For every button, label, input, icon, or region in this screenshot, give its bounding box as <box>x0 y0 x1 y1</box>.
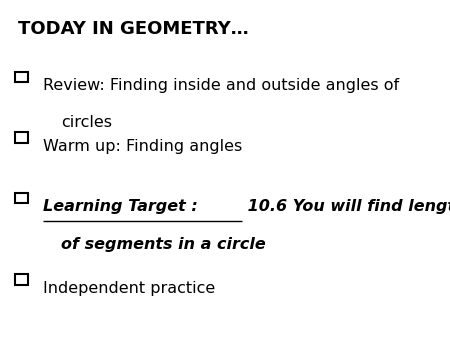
Bar <box>15 132 28 143</box>
Bar <box>15 193 28 203</box>
Bar <box>15 72 28 82</box>
Bar <box>15 274 28 285</box>
Text: TODAY IN GEOMETRY…: TODAY IN GEOMETRY… <box>18 20 248 38</box>
Text: Review: Finding inside and outside angles of: Review: Finding inside and outside angle… <box>43 78 399 93</box>
Text: circles: circles <box>61 115 112 130</box>
Text: Warm up: Finding angles: Warm up: Finding angles <box>43 139 242 153</box>
Text: Independent practice: Independent practice <box>43 281 215 295</box>
Text: Learning Target :: Learning Target : <box>43 199 198 214</box>
Text: 10.6 You will find lengths: 10.6 You will find lengths <box>243 199 450 214</box>
Text: of segments in a circle: of segments in a circle <box>61 237 266 251</box>
